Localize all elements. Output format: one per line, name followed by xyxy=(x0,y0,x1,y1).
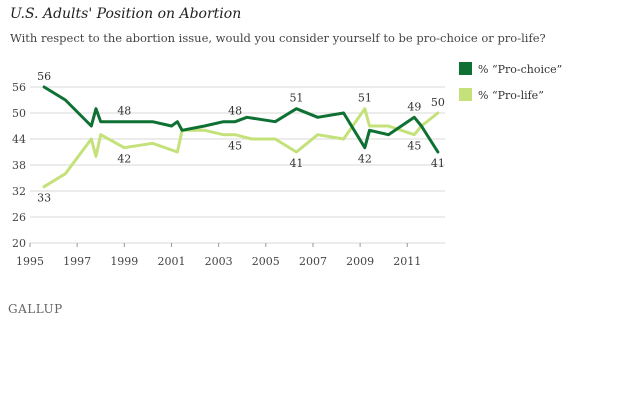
pro-choice-data-label: 49 xyxy=(407,100,421,113)
series-lines xyxy=(42,85,440,189)
y-tick-label: 50 xyxy=(12,107,26,120)
chart-subtitle: With respect to the abortion issue, woul… xyxy=(10,31,546,45)
x-tick-label: 1999 xyxy=(110,255,138,268)
pro-choice-data-label: 51 xyxy=(289,92,303,105)
y-tick-label: 44 xyxy=(12,133,26,146)
legend-swatch-pro-life xyxy=(459,88,472,101)
data-labels: 56 48 48 51 42 49 41 33 42 45 41 51 45 50 xyxy=(37,70,445,205)
y-tick-label: 20 xyxy=(12,237,26,250)
pro-choice-data-label: 48 xyxy=(117,105,131,118)
x-tick-label: 2009 xyxy=(346,255,374,268)
x-tick-label: 2011 xyxy=(393,255,421,268)
pro-life-data-label: 42 xyxy=(117,153,131,166)
pro-life-data-label: 45 xyxy=(407,140,421,153)
y-axis: 20 26 32 38 44 50 56 xyxy=(12,81,26,250)
legend-swatch-pro-choice xyxy=(459,62,472,75)
gridlines xyxy=(30,86,445,244)
y-tick-label: 56 xyxy=(12,81,26,94)
y-tick-label: 26 xyxy=(12,211,26,224)
pro-life-line xyxy=(42,107,440,189)
pro-life-data-label: 51 xyxy=(358,92,372,105)
gallup-logo: GALLUP xyxy=(8,302,63,316)
x-axis: 1995 1997 1999 2001 2003 2005 2007 2009 2011 xyxy=(16,243,421,268)
x-tick-label: 1997 xyxy=(63,255,91,268)
pro-life-data-label: 33 xyxy=(37,192,51,205)
pro-choice-data-label: 41 xyxy=(431,157,445,170)
pro-life-data-label: 41 xyxy=(289,157,303,170)
x-tick-label: 2001 xyxy=(157,255,185,268)
y-tick-label: 38 xyxy=(12,159,26,172)
pro-life-data-label: 45 xyxy=(228,140,242,153)
x-tick-label: 2003 xyxy=(205,255,233,268)
pro-choice-data-label: 48 xyxy=(228,105,242,118)
legend: % “Pro-choice” % “Pro-life” xyxy=(459,62,562,102)
pro-choice-data-label: 56 xyxy=(37,70,51,83)
pro-choice-data-label: 42 xyxy=(358,153,372,166)
pro-choice-line xyxy=(42,85,440,154)
x-tick-label: 2005 xyxy=(252,255,280,268)
x-tick-label: 1995 xyxy=(16,255,44,268)
pro-life-data-label: 50 xyxy=(431,96,445,109)
legend-label-pro-life: % “Pro-life” xyxy=(478,89,544,102)
x-tick-label: 2007 xyxy=(299,255,327,268)
y-tick-label: 32 xyxy=(12,185,26,198)
chart-title: U.S. Adults' Position on Abortion xyxy=(10,6,242,22)
legend-label-pro-choice: % “Pro-choice” xyxy=(478,63,562,76)
